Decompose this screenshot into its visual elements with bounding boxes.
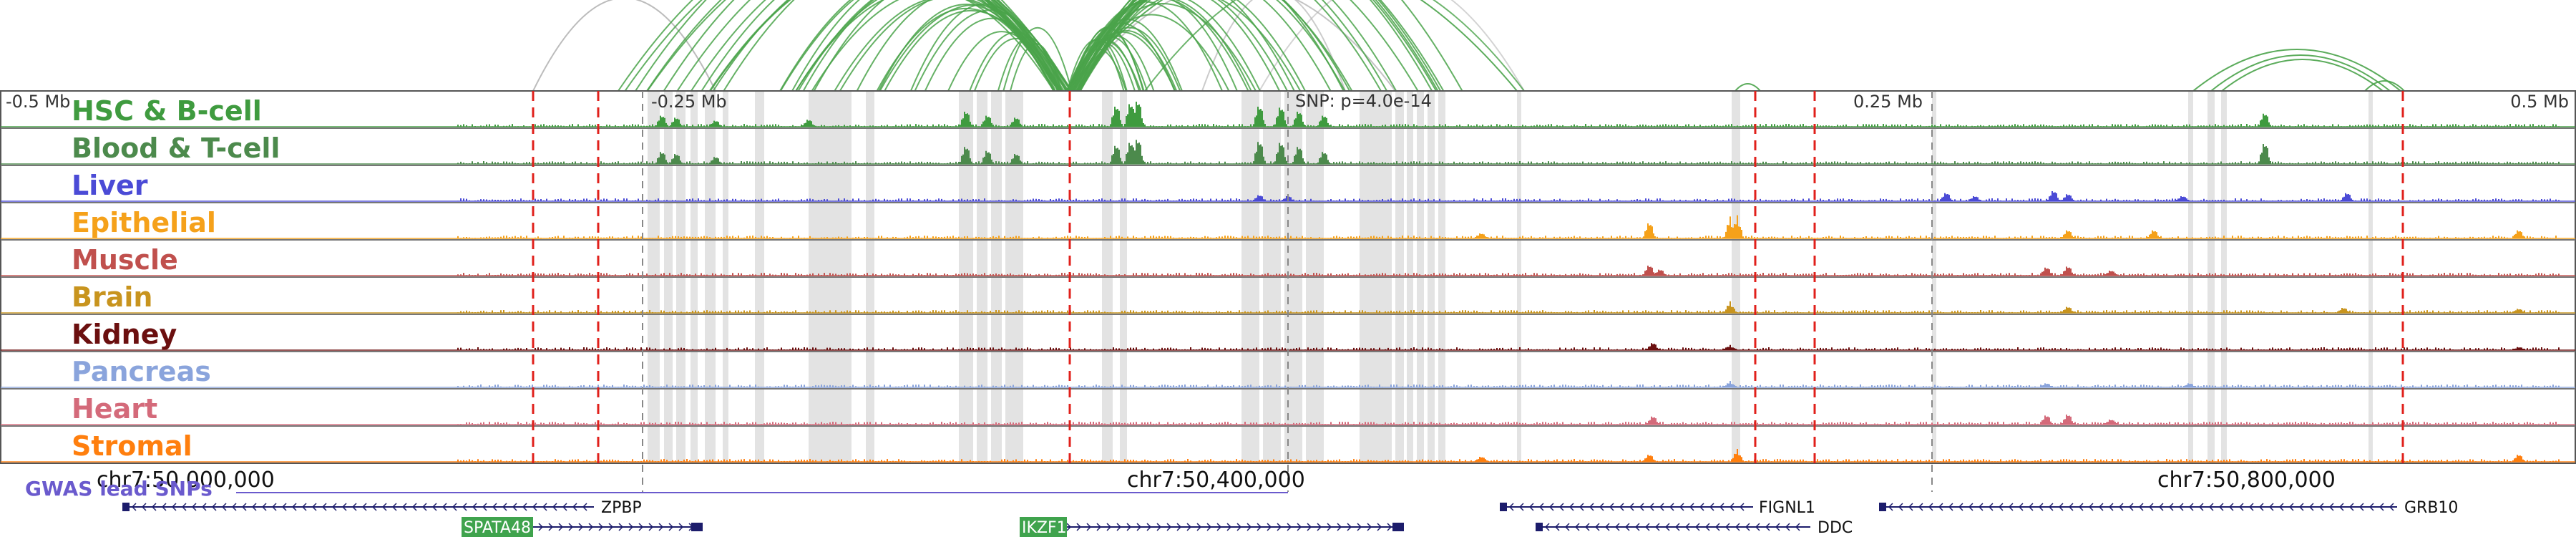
gene-label-box: [1020, 517, 1067, 537]
interaction-arc: [624, 0, 1060, 92]
gene-label: ZPBP: [601, 499, 642, 517]
track-label: Brain: [72, 281, 152, 313]
gene-label: SPATA48: [464, 519, 531, 537]
gene-strand-arrows: [1888, 503, 2394, 511]
gene-2: IKZF1: [1020, 517, 1404, 537]
interaction-arc: [2221, 59, 2384, 92]
interaction-arc: [1077, 0, 1419, 92]
interaction-arcs: [532, 0, 2405, 92]
coordinate-label: chr7:50,800,000: [2157, 468, 2336, 493]
gene-label: IKZF1: [1022, 519, 1067, 537]
track-1: Blood & T-cell: [1, 127, 2575, 165]
scale-tick-label: -0.25 Mb: [651, 92, 727, 112]
signal-bars: [457, 343, 2560, 350]
gene-label: DDC: [1818, 519, 1853, 537]
interaction-arc: [2364, 80, 2405, 92]
gene-exon: [1879, 503, 1886, 511]
track-5: Brain: [1, 276, 2575, 314]
interaction-arc: [879, 4, 1071, 92]
coordinate-label: chr7:50,000,000: [97, 468, 275, 493]
signal-bars: [457, 301, 2560, 313]
interaction-arc: [1066, 0, 1249, 92]
track-label: Pancreas: [72, 356, 211, 387]
interaction-arc: [635, 0, 1073, 92]
interaction-arc: [1075, 0, 1281, 92]
gene-exon: [122, 503, 130, 511]
interaction-arc: [532, 0, 716, 92]
interaction-arc: [1071, 0, 1437, 92]
interaction-arc: [1144, 0, 1525, 92]
track-label: Liver: [72, 170, 148, 201]
gene-exon: [1500, 503, 1507, 511]
interaction-arc: [2192, 49, 2401, 92]
signal-bars: [457, 449, 2560, 462]
interaction-arc: [780, 0, 1068, 92]
marker-lines: [532, 91, 2404, 492]
gene-label: GRB10: [2404, 499, 2458, 517]
interaction-arc: [676, 0, 1068, 92]
interaction-arc: [1002, 27, 1073, 92]
gene-0: ZPBP: [122, 499, 642, 517]
interaction-arc: [1065, 0, 1518, 92]
interaction-arc: [1078, 35, 1155, 92]
track-0: HSC & B-cell: [1, 95, 2575, 127]
track-label: Blood & T-cell: [72, 132, 280, 164]
scale-ticks: -0.5 Mb -0.25 Mb 0.25 Mb 0.5 Mb SNP: p=4.0e-…: [6, 91, 2569, 112]
signal-bars: [457, 140, 2560, 164]
interaction-arc: [646, 0, 1072, 92]
interaction-arc: [795, 0, 1055, 92]
track-label: Muscle: [72, 244, 178, 276]
interaction-arc: [1066, 22, 1176, 92]
gene-1: SPATA48: [462, 517, 703, 537]
gene-strand-arrows: [1508, 503, 1745, 511]
gene-exon: [1392, 523, 1404, 531]
track-4: Muscle: [1, 239, 2575, 276]
signal-bars: [457, 191, 2560, 201]
signal-tracks: HSC & B-cell Blood & T-cell Liver Epithelia…: [0, 90, 2576, 464]
track-label: HSC & B-cell: [72, 95, 262, 127]
track-label: Heart: [72, 393, 157, 425]
interaction-arc: [701, 0, 1061, 92]
interaction-arc: [1069, 0, 1261, 92]
interaction-arc: [802, 0, 1055, 92]
interaction-arc: [1076, 0, 1397, 92]
signal-bars: [457, 266, 2560, 276]
interaction-arc: [1068, 3, 1257, 92]
gene-3: FIGNL1: [1500, 499, 1815, 517]
snp-label: SNP: p=4.0e-14: [1295, 91, 1432, 111]
gene-label-box: [462, 517, 533, 537]
coordinate-axis: chr7:50,000,000 chr7:50,400,000 chr7:50,80…: [25, 468, 2336, 500]
signal-bars: [457, 415, 2560, 425]
interaction-arc: [1067, 0, 1439, 92]
interaction-arc: [947, 31, 1056, 92]
scale-tick-label: -0.5 Mb: [6, 92, 70, 112]
track-label: Stromal: [72, 430, 192, 462]
interaction-arc: [2210, 54, 2391, 92]
interaction-arc: [973, 37, 1058, 92]
interaction-arc: [914, 9, 1067, 92]
signal-bars: [457, 381, 2560, 387]
signal-bars: [457, 215, 2560, 238]
track-label: Kidney: [72, 319, 177, 350]
interaction-arc: [909, 3, 1058, 92]
gene-exon: [691, 523, 703, 531]
gene-strand-arrows: [1544, 523, 1800, 531]
interaction-arc: [1735, 83, 1761, 92]
scale-tick-label: 0.25 Mb: [1853, 92, 1923, 112]
gene-4: DDC: [1536, 519, 1853, 537]
gene-strand-arrows: [131, 503, 587, 511]
track-label: Epithelial: [72, 207, 216, 238]
coordinate-label: chr7:50,400,000: [1127, 468, 1305, 493]
scale-tick-label: 0.5 Mb: [2510, 92, 2569, 112]
interaction-arc: [1078, 0, 1332, 92]
interaction-arc: [709, 0, 1069, 92]
gwas-track-label: GWAS lead SNPs: [25, 477, 213, 500]
gene-label: FIGNL1: [1759, 499, 1815, 517]
gene-exon: [1536, 523, 1543, 531]
gene-5: GRB10: [1879, 499, 2458, 517]
signal-bars: [457, 102, 2560, 127]
